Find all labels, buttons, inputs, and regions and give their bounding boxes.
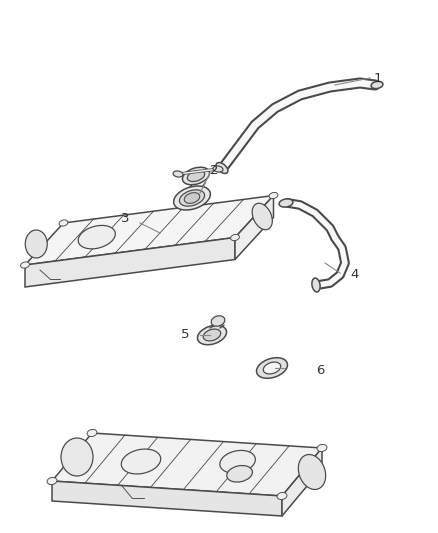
Polygon shape [235, 196, 273, 260]
Ellipse shape [213, 166, 223, 172]
Ellipse shape [61, 438, 93, 476]
Polygon shape [52, 481, 282, 516]
Ellipse shape [173, 186, 210, 210]
Ellipse shape [47, 478, 57, 484]
Ellipse shape [25, 230, 47, 258]
Ellipse shape [183, 167, 209, 185]
Ellipse shape [121, 449, 161, 474]
Polygon shape [52, 433, 322, 496]
Polygon shape [282, 448, 322, 516]
Ellipse shape [87, 430, 97, 437]
Ellipse shape [230, 235, 240, 240]
Ellipse shape [211, 316, 225, 326]
Ellipse shape [173, 171, 183, 177]
Polygon shape [25, 196, 273, 265]
Ellipse shape [203, 329, 221, 341]
Ellipse shape [298, 455, 326, 489]
Text: 4: 4 [351, 269, 359, 281]
Ellipse shape [180, 190, 205, 206]
Ellipse shape [187, 171, 205, 182]
Text: 3: 3 [121, 212, 129, 224]
Ellipse shape [78, 225, 115, 249]
Ellipse shape [371, 82, 383, 88]
Polygon shape [25, 238, 235, 287]
Ellipse shape [198, 325, 226, 345]
Text: 5: 5 [181, 328, 189, 342]
Ellipse shape [312, 278, 320, 292]
Ellipse shape [263, 362, 281, 374]
Ellipse shape [21, 262, 29, 268]
Ellipse shape [220, 450, 255, 473]
Text: 2: 2 [210, 164, 218, 176]
Text: 1: 1 [374, 71, 382, 85]
Ellipse shape [252, 203, 272, 230]
Text: 6: 6 [316, 364, 324, 376]
Ellipse shape [257, 358, 287, 378]
Ellipse shape [59, 220, 68, 226]
Ellipse shape [216, 163, 228, 173]
Ellipse shape [227, 465, 252, 482]
Ellipse shape [279, 199, 293, 207]
Ellipse shape [317, 445, 327, 451]
Ellipse shape [269, 192, 278, 199]
Ellipse shape [184, 192, 200, 204]
Ellipse shape [277, 492, 287, 499]
